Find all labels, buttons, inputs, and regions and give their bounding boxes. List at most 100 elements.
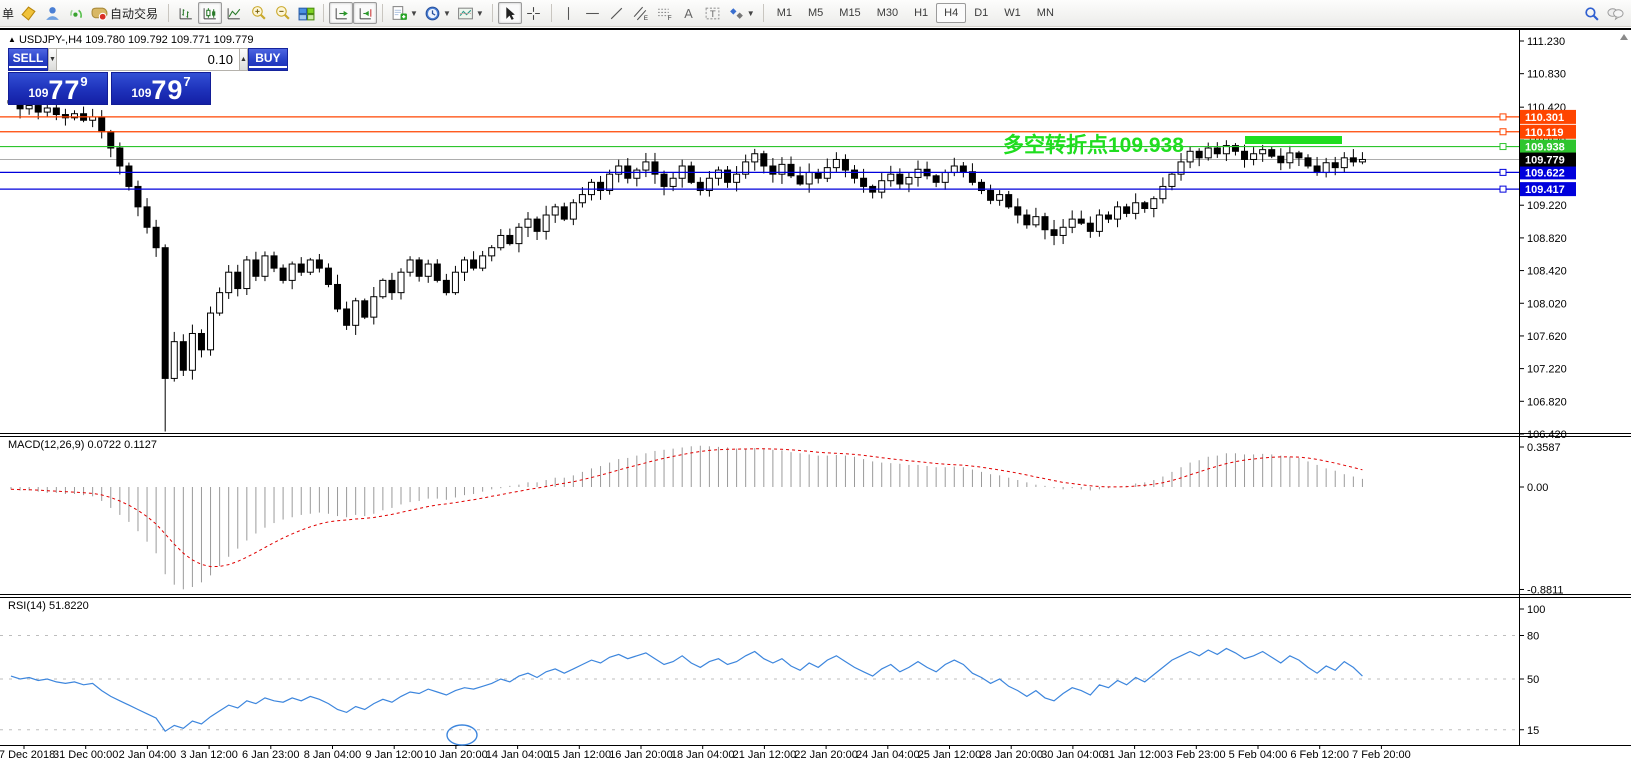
volume-decrease-button[interactable]: ▼ <box>48 48 57 71</box>
sell-label: SELL <box>12 51 44 65</box>
svg-text:21 Jan 12:00: 21 Jan 12:00 <box>733 749 797 761</box>
tab-timeframe-mn[interactable]: MN <box>1036 7 1054 19</box>
tab-timeframe-w1[interactable]: W1 <box>1004 7 1021 19</box>
equidistant-channel-icon: E <box>634 6 648 21</box>
price-object-lines[interactable]: 110.301 110.119 109.938 109.622 109.417 109.7… <box>0 109 1576 197</box>
chevron-down-icon: ▼ <box>746 8 755 18</box>
chart-candles-button[interactable] <box>198 2 223 24</box>
tab-timeframe-h4[interactable]: H4 <box>936 3 967 23</box>
candlestick-icon <box>203 7 216 19</box>
toolbar-separator <box>762 4 764 22</box>
trendline-button[interactable] <box>605 2 629 24</box>
fibonacci-button[interactable]: F <box>653 2 677 24</box>
collapse-triangle-icon[interactable]: ▲ <box>8 35 16 44</box>
svg-text:25 Jan 12:00: 25 Jan 12:00 <box>918 749 982 761</box>
main-toolbar: 单 自动交易 <box>0 0 1631 27</box>
svg-text:27 Dec 2018: 27 Dec 2018 <box>0 749 55 761</box>
tab-timeframe-m30[interactable]: M30 <box>876 7 899 19</box>
tab-timeframe-m5[interactable]: M5 <box>808 7 824 19</box>
buy-price-button[interactable]: 109 79 7 <box>111 72 211 105</box>
annotation-group[interactable]: 多空转折点109.938 <box>1003 133 1342 157</box>
chart-shift-button[interactable] <box>353 2 378 24</box>
svg-text:15 Jan 12:00: 15 Jan 12:00 <box>547 749 611 761</box>
line-chart-icon <box>227 7 240 19</box>
chart-bars-button[interactable] <box>174 2 198 24</box>
buy-price-sup: 7 <box>183 74 191 89</box>
svg-text:0.3587: 0.3587 <box>1527 442 1561 454</box>
auto-scroll-button[interactable] <box>329 2 354 24</box>
volume-input[interactable] <box>56 48 239 71</box>
tab-timeframe-m15[interactable]: M15 <box>839 7 861 19</box>
periods-button[interactable]: ▼ <box>421 2 454 24</box>
scroll-up-icon <box>1620 34 1628 40</box>
volume-increase-button[interactable]: ▲ <box>238 48 248 71</box>
search-button[interactable] <box>1579 2 1603 24</box>
chat-button[interactable] <box>1603 2 1627 24</box>
market-button[interactable] <box>16 2 40 24</box>
crosshair-icon <box>527 6 541 20</box>
indicators-icon <box>392 5 407 20</box>
tab-timeframe-m1[interactable]: M1 <box>776 7 792 19</box>
chevron-down-icon: ▼ <box>410 8 418 18</box>
svg-text:6 Feb 12:00: 6 Feb 12:00 <box>1290 749 1349 761</box>
buy-price-small: 109 <box>131 86 152 100</box>
clock-icon <box>425 6 440 20</box>
svg-text:E: E <box>644 14 648 21</box>
svg-text:108.020: 108.020 <box>1527 298 1567 310</box>
zoom-out-icon <box>275 5 290 20</box>
line-handle <box>1499 113 1507 121</box>
svg-text:10 Jan 20:00: 10 Jan 20:00 <box>424 749 488 761</box>
tab-timeframe-d1[interactable]: D1 <box>974 7 989 19</box>
rsi-pane: 100 80 50 15 RSI(14) 51.8220 <box>0 600 1545 746</box>
vertical-line-button[interactable] <box>557 2 581 24</box>
svg-text:106.820: 106.820 <box>1527 396 1567 408</box>
cursor-button[interactable] <box>497 2 522 24</box>
crosshair-button[interactable] <box>522 2 546 24</box>
rsi-line <box>10 647 1363 733</box>
chat-bubbles-icon <box>1606 7 1624 20</box>
community-button[interactable] <box>40 2 64 24</box>
trendline-icon <box>611 7 623 19</box>
svg-text:31 Jan 12:00: 31 Jan 12:00 <box>1103 749 1167 761</box>
tile-windows-button[interactable] <box>294 2 318 24</box>
templates-button[interactable]: ▼ <box>454 2 487 24</box>
horizontal-line-button[interactable] <box>581 2 605 24</box>
tab-timeframe-h1[interactable]: H1 <box>914 7 929 19</box>
chart-ohlc-values: 109.780 109.792 109.771 109.779 <box>85 34 254 46</box>
svg-text:8 Jan 04:00: 8 Jan 04:00 <box>304 749 362 761</box>
svg-text:14 Jan 04:00: 14 Jan 04:00 <box>486 749 550 761</box>
sell-button[interactable]: SELL <box>8 48 48 71</box>
chart-line-button[interactable] <box>222 2 246 24</box>
text-label-button[interactable]: T <box>701 2 725 24</box>
svg-text:22 Jan 20:00: 22 Jan 20:00 <box>794 749 858 761</box>
signals-button[interactable] <box>64 2 88 24</box>
svg-text:31 Dec 00:00: 31 Dec 00:00 <box>53 749 118 761</box>
autotrade-icon <box>91 7 108 21</box>
vertical-line-icon <box>568 6 570 20</box>
horizontal-line-icon <box>586 12 600 14</box>
template-icon <box>457 7 473 19</box>
indicators-button[interactable]: ▼ <box>388 2 421 24</box>
price-axis: 111.230110.830110.420110.020109.620109.2… <box>0 36 1567 441</box>
channel-button[interactable]: E <box>629 2 653 24</box>
autotrade-button[interactable]: 自动交易 <box>88 2 163 24</box>
zoom-out-button[interactable] <box>270 2 294 24</box>
chart-symbol-label: USDJPY-,H4 <box>18 34 83 46</box>
svg-text:F: F <box>668 14 672 21</box>
new-order-button[interactable]: 单 <box>2 6 15 21</box>
arrows-button[interactable]: ▼ <box>725 2 758 24</box>
svg-text:100: 100 <box>1527 604 1545 616</box>
svg-text:109.622: 109.622 <box>1525 167 1565 179</box>
chevron-down-icon: ▼ <box>442 8 451 18</box>
ellipse-annotation[interactable] <box>446 724 478 746</box>
cursor-icon <box>506 6 516 20</box>
search-icon <box>1584 6 1599 21</box>
text-button[interactable]: A <box>677 2 701 24</box>
buy-button[interactable]: BUY <box>247 48 288 71</box>
sell-price-big: 77 <box>48 75 81 105</box>
zoom-in-button[interactable] <box>246 2 270 24</box>
signal-icon <box>69 9 82 18</box>
sell-price-button[interactable]: 109 77 9 <box>8 72 108 105</box>
